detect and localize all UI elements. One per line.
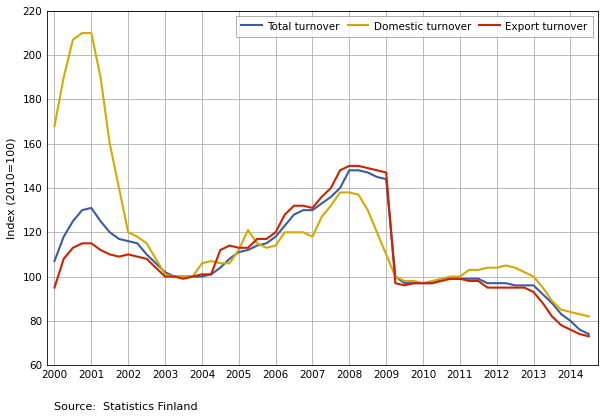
Export turnover [106, 252, 113, 257]
Legend: Total turnover, Domestic turnover, Export turnover: Total turnover, Domestic turnover, Expor… [235, 16, 593, 37]
Line: Total turnover: Total turnover [54, 170, 589, 334]
Domestic turnover [79, 31, 86, 36]
Domestic turnover [51, 124, 58, 129]
Export turnover [51, 285, 58, 290]
Total turnover [51, 259, 58, 264]
Domestic turnover [198, 261, 206, 266]
Total turnover [585, 332, 592, 337]
Domestic turnover [585, 314, 592, 319]
Domestic turnover [336, 190, 344, 195]
Export turnover [189, 274, 196, 279]
Export turnover [345, 163, 353, 168]
Total turnover [447, 276, 454, 281]
Total turnover [327, 194, 335, 199]
Y-axis label: Index (2010=100): Index (2010=100) [7, 137, 17, 239]
Domestic turnover [70, 37, 77, 42]
Export turnover [447, 276, 454, 281]
Total turnover [70, 219, 77, 224]
Total turnover [189, 274, 196, 279]
Text: Source:  Statistics Finland: Source: Statistics Finland [54, 402, 198, 412]
Total turnover [134, 241, 141, 246]
Total turnover [345, 168, 353, 173]
Line: Domestic turnover: Domestic turnover [54, 33, 589, 317]
Export turnover [585, 334, 592, 339]
Total turnover [106, 230, 113, 235]
Line: Export turnover: Export turnover [54, 166, 589, 336]
Export turnover [134, 254, 141, 259]
Domestic turnover [143, 241, 150, 246]
Export turnover [70, 245, 77, 250]
Export turnover [327, 186, 335, 191]
Domestic turnover [116, 186, 123, 191]
Domestic turnover [447, 274, 454, 279]
